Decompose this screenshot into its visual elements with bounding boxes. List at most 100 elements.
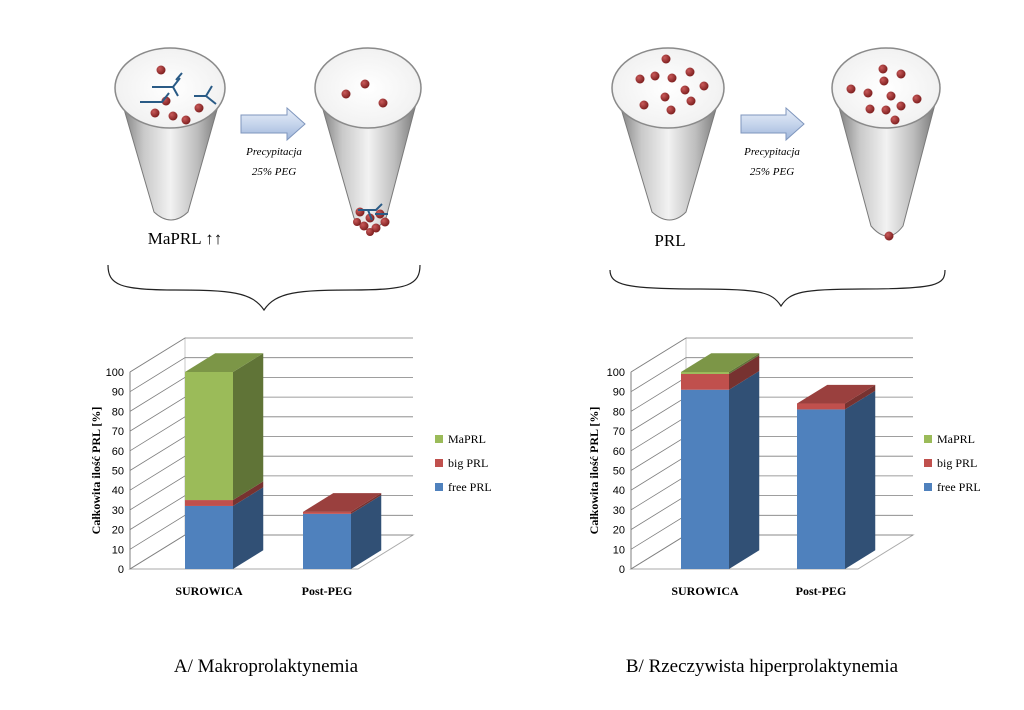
y-tick-label: 60 — [613, 446, 625, 458]
antibody-icon — [140, 72, 217, 105]
bar-big-prl-1 — [797, 384, 876, 410]
bar-maprl-0 — [681, 353, 760, 374]
bar-top — [797, 384, 876, 404]
bar-side — [845, 390, 876, 569]
curly-brace-icon — [107, 264, 421, 312]
bar-side — [729, 353, 760, 374]
right-arrow-icon — [240, 106, 306, 142]
bar-side — [729, 355, 760, 390]
test-tube-icon — [114, 47, 226, 221]
y-axis-title: Całkowita ilość PRL [%] — [89, 407, 103, 535]
y-tick-label: 70 — [112, 426, 124, 438]
legend-swatch — [924, 435, 932, 443]
legend: MaPRL big PRL free PRL — [924, 432, 981, 494]
legend-swatch — [435, 435, 443, 443]
tube-label: MaPRL ↑↑ — [148, 229, 222, 248]
bar-side — [351, 493, 382, 514]
y-tick-label: 60 — [112, 446, 124, 458]
bar-side — [233, 353, 264, 501]
y-tick-label: 70 — [613, 426, 625, 438]
tube-label: PRL — [654, 231, 685, 250]
bar-top — [303, 493, 382, 512]
bar-front — [185, 500, 233, 506]
bar-front — [185, 372, 233, 501]
bar-free-prl-0 — [185, 487, 264, 569]
test-tube-icon — [314, 47, 422, 231]
bar-big-prl-0 — [185, 481, 264, 506]
bar-free-prl-1 — [797, 390, 876, 569]
bar-front — [797, 403, 845, 410]
y-tick-label: 50 — [112, 466, 124, 478]
y-tick-label: 0 — [619, 564, 625, 576]
prolactin-dot-icon — [150, 65, 204, 125]
bar-front — [681, 372, 729, 374]
legend-swatch — [924, 483, 932, 491]
bar-front — [797, 409, 845, 569]
bar-big-prl-1 — [303, 493, 382, 514]
x-tick-label: SUROWICA — [175, 584, 243, 598]
gridline — [129, 357, 413, 393]
y-tick-label: 0 — [118, 564, 124, 576]
right-arrow-icon — [740, 106, 805, 142]
bar-side — [233, 487, 264, 569]
chart-panel-b: 0 10 20 30 40 50 60 70 80 90 100 Całkowita ilość PR… — [587, 337, 981, 598]
y-tick-label: 20 — [112, 525, 124, 537]
bar-big-prl-0 — [681, 355, 760, 390]
y-tick-label: 90 — [613, 387, 625, 399]
y-tick-label: 10 — [112, 544, 124, 556]
x-tick-label: SUROWICA — [671, 584, 739, 598]
legend-label: free PRL — [937, 480, 981, 494]
test-tube-icon — [831, 47, 941, 237]
arrow-text-line1: Precypitacja — [743, 146, 800, 158]
legend-label: big PRL — [448, 456, 488, 470]
bar-top — [681, 353, 760, 372]
caption-panel-b: B/ Rzeczywista hiperprolaktynemia — [626, 656, 899, 677]
legend-swatch — [435, 483, 443, 491]
legend-swatch — [924, 459, 932, 467]
bar-side — [233, 481, 264, 506]
y-tick-label: 30 — [613, 505, 625, 517]
gridline — [129, 337, 413, 373]
arrow-text-line2: 25% PEG — [750, 166, 794, 178]
test-tube-icon — [611, 47, 725, 221]
gridline — [630, 357, 913, 393]
y-axis-title: Całkowita ilość PRL [%] — [587, 407, 601, 535]
bar-front — [681, 389, 729, 569]
legend-swatch — [435, 459, 443, 467]
bar-front — [303, 513, 351, 569]
caption-panel-a: A/ Makroprolaktynemia — [174, 656, 359, 677]
y-tick-label: 30 — [112, 505, 124, 517]
bar-front — [681, 373, 729, 390]
panel-a-illustration: Precypitacja 25% PEG MaPRL ↑↑ — [107, 47, 422, 312]
chart-panel-a: 0 10 20 30 40 50 60 70 80 90 100 Całkowita ilość PR… — [89, 337, 492, 598]
bar-front — [303, 511, 351, 514]
y-tick-label: 50 — [613, 466, 625, 478]
y-tick-label: 40 — [613, 485, 625, 497]
x-tick-label: Post-PEG — [302, 584, 353, 598]
gridline — [630, 337, 913, 373]
x-tick-label: Post-PEG — [796, 584, 847, 598]
legend: MaPRL big PRL free PRL — [435, 432, 492, 494]
prolactin-dot-icon — [846, 64, 922, 241]
antibody-icon — [358, 203, 388, 221]
y-tick-label: 20 — [613, 525, 625, 537]
panel-b-illustration: Precypitacja 25% PEG PRL — [609, 47, 946, 308]
legend-label: free PRL — [448, 480, 492, 494]
legend-label: MaPRL — [448, 432, 486, 446]
bar-side — [845, 384, 876, 410]
y-tick-label: 90 — [112, 387, 124, 399]
bar-front — [185, 505, 233, 569]
y-tick-label: 100 — [607, 367, 625, 379]
y-tick-label: 80 — [613, 406, 625, 418]
y-tick-label: 40 — [112, 485, 124, 497]
curly-brace-icon — [609, 269, 946, 308]
bar-top — [185, 353, 264, 372]
legend-label: big PRL — [937, 456, 977, 470]
prolactin-dot-icon — [341, 79, 390, 236]
arrow-text-line2: 25% PEG — [252, 166, 296, 178]
bar-free-prl-1 — [303, 495, 382, 569]
y-tick-label: 100 — [106, 367, 124, 379]
legend-label: MaPRL — [937, 432, 975, 446]
